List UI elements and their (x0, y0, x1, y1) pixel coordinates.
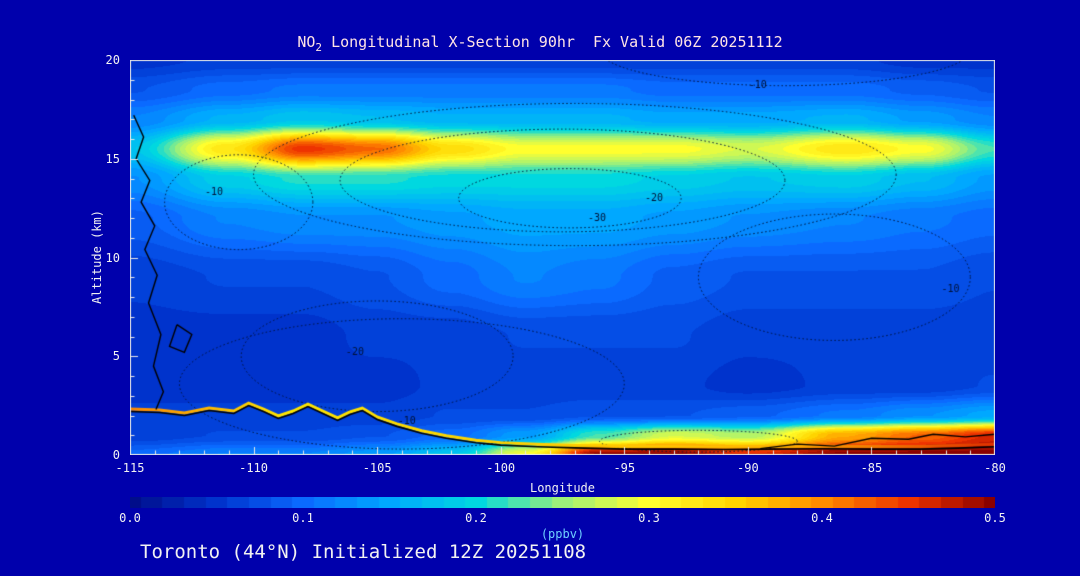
y-tick-label: 5 (112, 349, 120, 364)
title-prefix: NO (297, 33, 316, 51)
colorbar-tick-label: 0.3 (638, 511, 660, 525)
title-subscript: 2 (315, 41, 323, 54)
x-tick-label: -90 (737, 461, 759, 475)
plot-title: NO2 Longitudinal X-Section 90hr Fx Valid… (0, 33, 1080, 54)
title-rest: Longitudinal X-Section 90hr Fx Valid 06Z… (322, 33, 783, 51)
x-tick-label: -80 (984, 461, 1006, 475)
xsection-heatmap (130, 60, 995, 455)
x-tick-label: -110 (239, 461, 269, 475)
y-tick-label: 0 (112, 448, 120, 462)
y-axis-label: Altitude (km) (90, 210, 104, 304)
y-tick-label: 15 (105, 151, 120, 166)
x-tick-label: -100 (486, 461, 516, 475)
colorbar-tick-label: 0.1 (292, 511, 314, 525)
colorbar (130, 497, 995, 508)
colorbar-tick-label: 0.4 (811, 511, 833, 525)
y-tick-label: 10 (105, 250, 120, 265)
x-tick-label: -95 (613, 461, 636, 475)
x-tick-label: -115 (115, 461, 145, 475)
y-tick-label: 20 (105, 53, 120, 67)
initialization-label: Toronto (44°N) Initialized 12Z 20251108 (140, 541, 587, 563)
x-axis-label: Longitude (529, 481, 596, 495)
x-tick-label: -105 (362, 461, 392, 475)
colorbar-tick-label: 0.2 (465, 511, 487, 525)
colorbar-tick-label: 0.0 (119, 511, 141, 525)
colorbar-tick-label: 0.5 (984, 511, 1006, 525)
colorbar-units-label: (ppbv) (540, 527, 585, 541)
x-tick-label: -85 (860, 461, 883, 475)
